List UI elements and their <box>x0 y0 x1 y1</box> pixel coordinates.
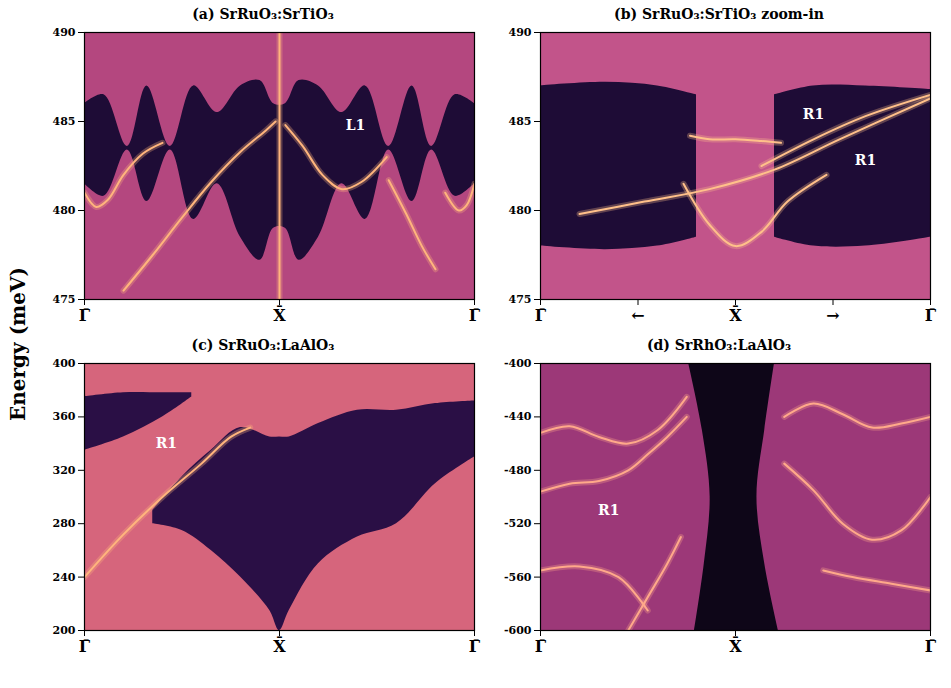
svg-text:Γ̄: Γ̄ <box>79 637 91 656</box>
svg-text:485: 485 <box>509 115 532 128</box>
html-text:(c) SrRuO₃:LaAlO₃: (c) SrRuO₃:LaAlO₃ <box>191 337 335 353</box>
svg-text:240: 240 <box>53 571 76 584</box>
svg-text:-440: -440 <box>504 410 532 423</box>
svg-text:Γ̄: Γ̄ <box>535 637 547 656</box>
svg-text:480: 480 <box>509 204 532 217</box>
svg-text:480: 480 <box>53 204 76 217</box>
svg-text:L1: L1 <box>346 117 366 133</box>
svg-text:R1: R1 <box>855 152 876 168</box>
svg-text:-480: -480 <box>504 464 532 477</box>
svg-text:Γ̄: Γ̄ <box>469 637 481 656</box>
html-text:(b) SrRuO₃:SrTiO₃ zoom-in: (b) SrRuO₃:SrTiO₃ zoom-in <box>614 6 824 22</box>
svg-text:X̄: X̄ <box>273 636 286 656</box>
svg-text:320: 320 <box>53 464 76 477</box>
svg-text:475: 475 <box>509 293 532 306</box>
svg-text:Γ̄: Γ̄ <box>469 306 481 325</box>
svg-text:X̄: X̄ <box>273 305 286 325</box>
html-text:(a) SrRuO₃:SrTiO₃: (a) SrRuO₃:SrTiO₃ <box>192 6 334 22</box>
svg-text:490: 490 <box>53 26 76 39</box>
svg-text:400: 400 <box>53 357 76 370</box>
svg-text:-520: -520 <box>504 517 532 530</box>
svg-text:Γ̄: Γ̄ <box>535 306 547 325</box>
svg-text:485: 485 <box>53 115 76 128</box>
svg-text:280: 280 <box>53 517 76 530</box>
svg-text:←: ← <box>631 306 644 325</box>
svg-text:Γ̄: Γ̄ <box>925 306 937 325</box>
svg-text:R1: R1 <box>803 106 824 122</box>
svg-text:360: 360 <box>53 410 76 423</box>
svg-text:X̄: X̄ <box>729 636 742 656</box>
svg-text:R1: R1 <box>156 435 177 451</box>
svg-text:200: 200 <box>53 624 76 637</box>
html-text:(d) SrRhO₃:LaAlO₃: (d) SrRhO₃:LaAlO₃ <box>646 337 792 353</box>
svg-text:490: 490 <box>509 26 532 39</box>
svg-text:Γ̄: Γ̄ <box>925 637 937 656</box>
svg-text:X̄: X̄ <box>729 305 742 325</box>
svg-text:-600: -600 <box>504 624 532 637</box>
svg-text:-560: -560 <box>504 571 532 584</box>
svg-text:R1: R1 <box>598 502 619 518</box>
svg-text:Γ̄: Γ̄ <box>79 306 91 325</box>
svg-text:475: 475 <box>53 293 76 306</box>
svg-text:→: → <box>826 306 839 325</box>
svg-text:-400: -400 <box>504 357 532 370</box>
html-text:Energy (meV): Energy (meV) <box>6 267 30 421</box>
